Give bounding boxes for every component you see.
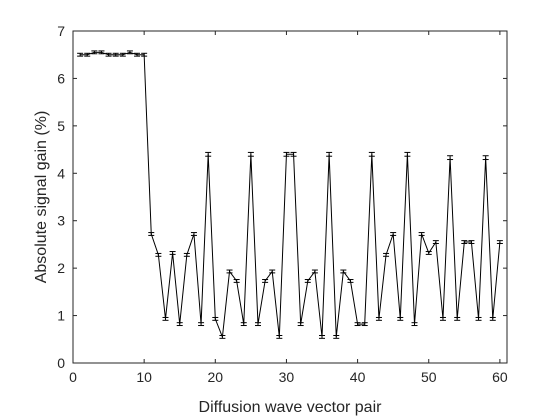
- y-tick-label: 7: [57, 23, 65, 39]
- error-bar: [269, 269, 276, 274]
- x-tick-label: 40: [350, 369, 366, 385]
- error-bar: [340, 269, 347, 274]
- error-bar: [105, 52, 112, 57]
- x-tick-label: 0: [69, 369, 77, 385]
- error-bar: [311, 269, 318, 274]
- error-bar: [290, 151, 297, 157]
- error-bar: [84, 52, 91, 57]
- error-bar: [162, 316, 169, 321]
- error-bar: [254, 322, 261, 327]
- error-bar: [447, 155, 454, 161]
- error-bar: [432, 240, 439, 244]
- data-layer: [77, 50, 503, 339]
- error-bar: [98, 50, 105, 55]
- error-bar: [418, 232, 425, 236]
- error-bar: [247, 151, 254, 157]
- error-bar: [347, 279, 354, 283]
- y-axis: 0 1 2 3 4 5 6 7: [57, 23, 507, 371]
- x-axis-label: Diffusion wave vector pair: [199, 399, 383, 416]
- error-bar: [319, 334, 326, 339]
- error-bar: [333, 334, 340, 339]
- error-bar: [425, 251, 432, 255]
- error-bar: [375, 316, 382, 321]
- error-bar: [233, 279, 240, 283]
- error-bar: [262, 279, 269, 283]
- error-bar: [183, 252, 190, 257]
- error-bar: [397, 316, 404, 321]
- plot-background: [73, 31, 507, 363]
- error-bar: [141, 52, 148, 57]
- error-bar: [77, 52, 84, 57]
- error-bar: [283, 151, 290, 157]
- error-bar: [383, 252, 390, 257]
- error-bar: [219, 334, 226, 339]
- error-bar: [112, 52, 119, 57]
- error-bar: [482, 155, 489, 161]
- error-bar: [155, 252, 162, 257]
- error-bar: [368, 151, 375, 157]
- y-axis-label: Absolute signal gain (%): [33, 111, 50, 284]
- error-bar: [354, 322, 361, 327]
- y-tick-label: 2: [57, 260, 65, 276]
- error-bar: [326, 151, 333, 157]
- error-bar: [276, 334, 283, 339]
- error-bar: [304, 279, 311, 283]
- error-bar: [91, 50, 98, 55]
- error-bar: [226, 269, 233, 274]
- error-bar: [361, 322, 368, 327]
- error-bar: [134, 52, 141, 57]
- y-tick-label: 4: [57, 165, 65, 181]
- x-axis: 0 10 20 30 40 50 60: [69, 31, 508, 385]
- error-bar: [468, 240, 475, 244]
- x-tick-label: 10: [136, 369, 152, 385]
- error-bar: [148, 232, 155, 236]
- x-tick-label: 50: [421, 369, 437, 385]
- error-bar: [190, 232, 197, 236]
- error-bar: [126, 50, 133, 55]
- y-tick-label: 5: [57, 118, 65, 134]
- error-bar: [411, 322, 418, 327]
- y-tick-label: 6: [57, 70, 65, 86]
- error-bar: [475, 316, 482, 321]
- error-bar: [404, 151, 411, 157]
- error-bar: [169, 251, 176, 255]
- error-bar: [119, 52, 126, 57]
- error-bar: [198, 322, 205, 327]
- error-bar: [212, 316, 219, 321]
- y-tick-label: 0: [57, 355, 65, 371]
- x-tick-label: 30: [279, 369, 295, 385]
- y-tick-label: 1: [57, 308, 65, 324]
- error-bar: [496, 240, 503, 244]
- x-tick-label: 20: [208, 369, 224, 385]
- y-tick-label: 3: [57, 213, 65, 229]
- error-bar: [439, 316, 446, 321]
- error-bar: [205, 151, 212, 157]
- error-bar: [454, 316, 461, 321]
- error-bar: [461, 240, 468, 244]
- error-bar: [297, 322, 304, 327]
- error-bar: [390, 232, 397, 236]
- x-tick-label: 60: [492, 369, 508, 385]
- error-bar: [489, 316, 496, 321]
- plot-box: [72, 30, 508, 364]
- error-bar: [240, 322, 247, 327]
- error-bar: [176, 322, 183, 327]
